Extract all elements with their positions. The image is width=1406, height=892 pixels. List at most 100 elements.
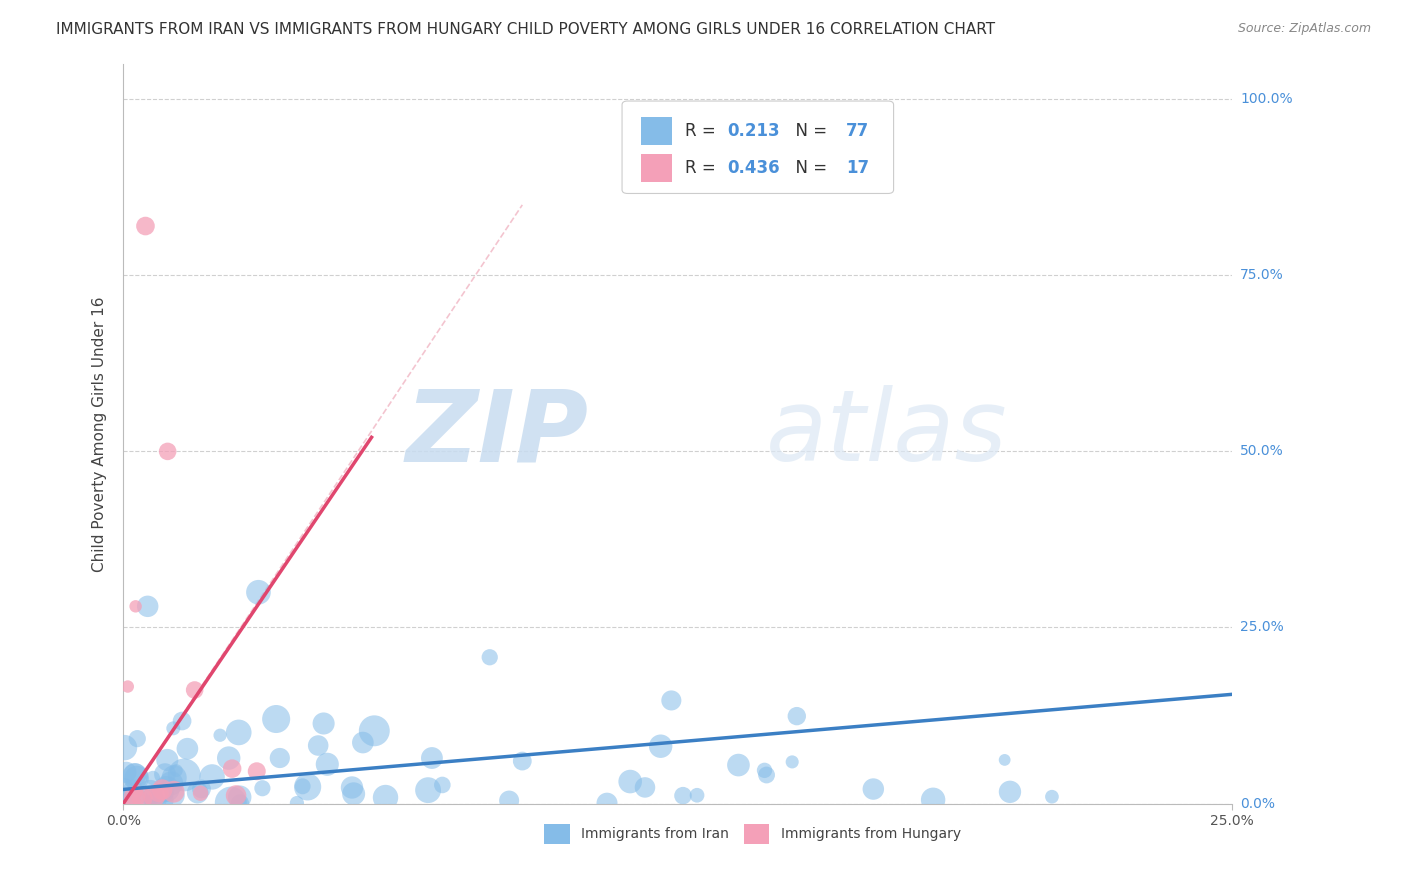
Text: R =: R = [685,159,721,177]
Point [114,740,136,755]
Point [786,709,808,723]
Point [363,723,385,738]
Point [498,793,520,807]
Point [139,795,162,809]
Point [156,444,179,458]
Point [142,771,165,785]
Text: 0.213: 0.213 [727,121,780,140]
Point [162,789,184,803]
Point [128,792,150,806]
FancyBboxPatch shape [621,101,894,194]
Text: 100.0%: 100.0% [1240,92,1292,106]
Point [269,751,291,765]
Point [264,712,287,726]
Point [420,751,443,765]
Point [150,782,173,797]
Point [187,786,209,800]
Point [686,789,709,803]
Point [125,784,148,798]
Point [1040,789,1063,804]
Text: 50.0%: 50.0% [1240,444,1284,458]
Bar [641,117,672,145]
Point [252,781,274,796]
Point [229,797,252,811]
Point [994,753,1017,767]
Point [145,789,167,804]
Point [672,789,695,803]
Point [218,751,240,765]
Point [312,716,335,731]
Point [127,731,149,746]
Point [176,741,198,756]
Point [122,782,145,797]
Point [156,782,179,797]
Point [754,764,776,778]
Point [862,782,884,797]
Text: 0.0%: 0.0% [1240,797,1275,811]
Point [228,790,250,805]
Text: IMMIGRANTS FROM IRAN VS IMMIGRANTS FROM HUNGARY CHILD POVERTY AMONG GIRLS UNDER : IMMIGRANTS FROM IRAN VS IMMIGRANTS FROM … [56,22,995,37]
Point [510,754,533,768]
Point [246,764,269,779]
Point [163,771,186,785]
Text: Immigrants from Iran: Immigrants from Iran [581,827,728,841]
Point [162,722,184,736]
Text: Source: ZipAtlas.com: Source: ZipAtlas.com [1237,22,1371,36]
Text: 25.0%: 25.0% [1240,621,1284,634]
Point [221,762,243,776]
Point [124,599,146,614]
Point [115,793,138,807]
Point [134,219,156,233]
Bar [641,153,672,182]
Text: Immigrants from Hungary: Immigrants from Hungary [780,827,960,841]
Point [247,585,270,599]
Point [173,768,195,782]
Point [416,783,439,797]
Point [219,796,242,810]
Point [285,796,308,810]
Text: 17: 17 [846,159,869,177]
Point [201,770,224,784]
Point [117,680,139,694]
Point [121,796,143,810]
Text: R =: R = [685,121,721,140]
Point [131,791,153,805]
Point [183,683,205,698]
Text: atlas: atlas [766,385,1008,483]
Point [307,739,329,753]
Point [634,780,657,795]
Point [190,782,212,797]
Point [143,790,166,805]
Point [225,789,247,803]
Point [432,778,454,792]
Point [124,769,146,783]
Point [922,793,945,807]
Point [340,780,363,795]
Point [374,790,396,805]
Point [165,764,187,778]
Point [124,790,146,805]
Point [149,793,172,807]
Point [148,786,170,800]
Point [755,768,778,782]
Point [190,786,212,800]
Point [297,780,319,794]
Text: 77: 77 [846,121,869,140]
Point [143,789,166,804]
Text: 0.436: 0.436 [727,159,780,177]
Point [659,693,682,707]
Point [619,774,641,789]
Point [228,725,250,739]
Point [727,758,749,772]
Point [136,599,159,614]
Point [343,787,366,801]
Point [780,755,803,769]
Point [316,757,339,772]
Point [162,785,184,799]
Point [650,739,672,754]
Point [156,753,179,767]
Text: N =: N = [785,121,832,140]
Point [153,767,176,781]
Point [114,797,136,811]
Point [139,786,162,800]
